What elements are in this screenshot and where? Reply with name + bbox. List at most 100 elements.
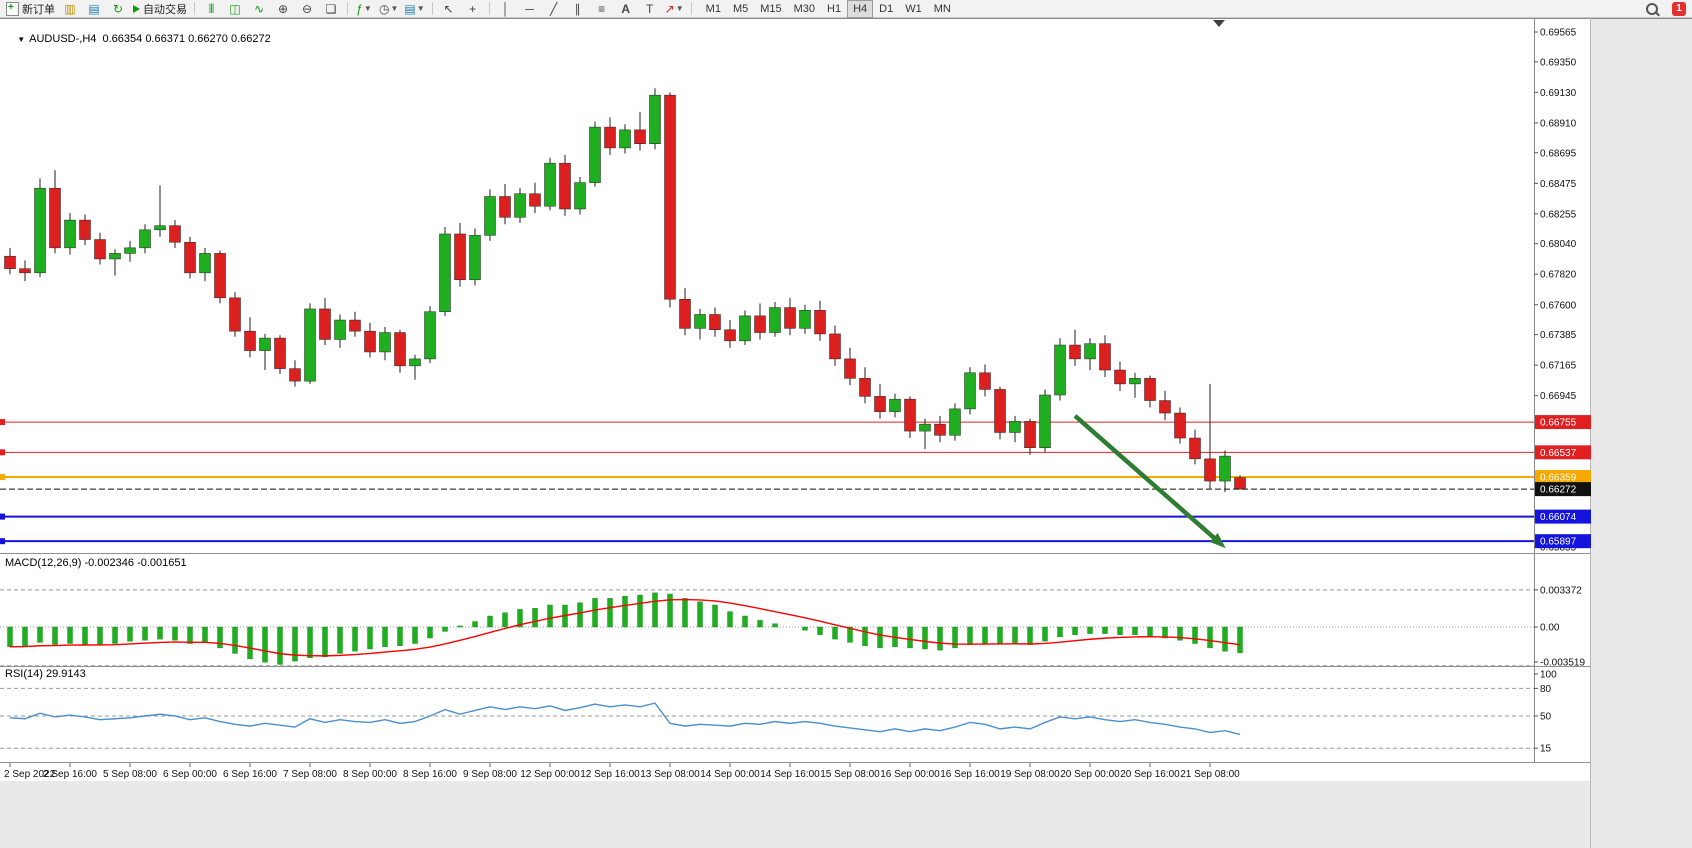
- svg-text:8 Sep 16:00: 8 Sep 16:00: [403, 769, 457, 780]
- timeframe-button-m5[interactable]: M5: [732, 2, 749, 15]
- periods-button[interactable]: ◷ ▼: [376, 0, 401, 18]
- vertical-line-button[interactable]: │: [494, 0, 518, 18]
- bars-view-button[interactable]: |||: [199, 0, 223, 18]
- crosshair-icon: +: [469, 1, 477, 16]
- svg-text:0.00: 0.00: [1540, 623, 1560, 634]
- notification-badge[interactable]: 1: [1672, 1, 1686, 16]
- arrow-tool-icon: ↗: [664, 1, 675, 16]
- svg-text:0.66359: 0.66359: [1540, 473, 1577, 484]
- crosshair-button[interactable]: +: [461, 0, 485, 18]
- zoom-in-button[interactable]: ⊕: [271, 0, 295, 18]
- svg-text:0.68475: 0.68475: [1540, 179, 1577, 190]
- text-label-button[interactable]: T: [638, 0, 662, 18]
- timeframe-button-d1[interactable]: D1: [879, 2, 894, 15]
- timeframe-button-mn[interactable]: MN: [933, 2, 951, 15]
- horizontal-lines-layer: [0, 419, 1534, 545]
- svg-text:0.66074: 0.66074: [1540, 512, 1577, 523]
- svg-text:15 Sep 08:00: 15 Sep 08:00: [820, 769, 880, 780]
- price-tag-0.66272: [1535, 482, 1591, 497]
- svg-text:0.69350: 0.69350: [1540, 57, 1577, 68]
- timeframe-button-h1[interactable]: H1: [827, 2, 842, 15]
- chart-shift-marker[interactable]: [1213, 20, 1225, 27]
- timeframe-button-m30[interactable]: M30: [793, 2, 816, 15]
- line-chart-icon: ∿: [253, 1, 265, 16]
- svg-text:0.65897: 0.65897: [1540, 537, 1577, 548]
- refresh-button[interactable]: ↻: [106, 0, 130, 18]
- svg-text:0.66755: 0.66755: [1540, 418, 1577, 429]
- chart-collapse-icon[interactable]: ▼: [17, 35, 26, 44]
- chart-background: [0, 18, 1692, 848]
- indicators-button[interactable]: ƒ ▼: [352, 0, 376, 18]
- svg-text:9 Sep 08:00: 9 Sep 08:00: [463, 769, 517, 780]
- svg-text:0.67820: 0.67820: [1540, 270, 1577, 281]
- text-icon: A: [621, 1, 630, 16]
- svg-text:100: 100: [1540, 670, 1557, 681]
- macd-indicator-label: MACD(12,26,9) -0.002346 -0.001651: [5, 557, 187, 569]
- clock-icon: ◷: [379, 1, 390, 16]
- channel-icon: ∥: [574, 1, 581, 16]
- new-chart-button[interactable]: ▥: [58, 0, 82, 18]
- autotrading-label: 自动交易: [143, 3, 187, 16]
- zoom-out-icon: ⊖: [301, 1, 313, 16]
- chevron-down-icon: ▼: [363, 4, 372, 13]
- trendline-icon: ╱: [550, 1, 558, 16]
- svg-text:0.69130: 0.69130: [1540, 88, 1577, 99]
- templates-button[interactable]: ▤ ▼: [401, 0, 427, 18]
- fibonacci-button[interactable]: ≡: [590, 0, 614, 18]
- horizontal-line-button[interactable]: ─: [518, 0, 542, 18]
- bottom-empty-area: [0, 781, 1692, 848]
- svg-text:19 Sep 08:00: 19 Sep 08:00: [1000, 769, 1060, 780]
- svg-text:0.68910: 0.68910: [1540, 118, 1577, 129]
- text-button[interactable]: A: [614, 0, 638, 18]
- line-view-button[interactable]: ∿: [247, 0, 271, 18]
- tile-windows-icon: ❏: [325, 1, 337, 16]
- trend-arrow[interactable]: [1073, 414, 1226, 549]
- svg-text:0.68255: 0.68255: [1540, 209, 1577, 220]
- timeframe-button-w1[interactable]: W1: [905, 2, 922, 15]
- svg-text:50: 50: [1540, 712, 1552, 723]
- line-handle[interactable]: [0, 449, 5, 456]
- arrows-button[interactable]: ↗ ▼: [662, 0, 687, 18]
- tile-windows-button[interactable]: ❏: [319, 0, 343, 18]
- candles-view-button[interactable]: ◫: [223, 0, 247, 18]
- profiles-button[interactable]: ▤: [82, 0, 106, 18]
- channel-button[interactable]: ∥: [566, 0, 590, 18]
- rsi-levels: [0, 687, 1534, 749]
- line-handle[interactable]: [0, 419, 5, 426]
- svg-text:0.66272: 0.66272: [1540, 485, 1577, 496]
- toolbar-separator: [488, 2, 490, 15]
- zoom-in-icon: ⊕: [277, 1, 289, 16]
- trendline-button[interactable]: ╱: [542, 0, 566, 18]
- fibonacci-icon: ≡: [598, 1, 606, 16]
- zoom-out-button[interactable]: ⊖: [295, 0, 319, 18]
- line-handle[interactable]: [0, 513, 5, 520]
- new-order-button[interactable]: 新订单: [3, 0, 58, 18]
- autotrading-button[interactable]: 自动交易: [130, 0, 190, 18]
- symbol-ohlc-label: ▼ AUDUSD-,H4 0.66354 0.66371 0.66270 0.66…: [5, 21, 270, 57]
- template-icon: ▤: [404, 1, 416, 16]
- timeframe-button-m1[interactable]: M1: [705, 2, 721, 15]
- cursor-button[interactable]: ↖: [437, 0, 461, 18]
- candlestick-icon: ◫: [229, 1, 241, 16]
- price-tag-0.66755: [1535, 415, 1591, 430]
- timeframe-button-h4[interactable]: H4: [847, 0, 874, 18]
- cursor-icon: ↖: [443, 1, 454, 16]
- svg-text:6 Sep 00:00: 6 Sep 00:00: [163, 769, 217, 780]
- svg-text:2 Sep 16:00: 2 Sep 16:00: [43, 769, 97, 780]
- bar-chart-icon: |||: [208, 2, 215, 14]
- timeframe-button-m15[interactable]: M15: [760, 2, 782, 15]
- svg-text:21 Sep 08:00: 21 Sep 08:00: [1180, 769, 1240, 780]
- svg-text:16 Sep 00:00: 16 Sep 00:00: [880, 769, 940, 780]
- text-label-icon: T: [646, 1, 654, 16]
- toolbar: 新订单 ▥ ▤ ↻ 自动交易 ||| ◫ ∿ ⊕ ⊖ ❏ ƒ▼ ◷▼ ▤▼ ↖ …: [0, 0, 1692, 18]
- search-button[interactable]: [1640, 0, 1664, 18]
- svg-text:13 Sep 08:00: 13 Sep 08:00: [640, 769, 700, 780]
- toolbar-separator: [194, 2, 195, 15]
- toolbar-separator: [347, 2, 348, 15]
- line-handle[interactable]: [0, 538, 5, 545]
- line-handle[interactable]: [0, 474, 5, 481]
